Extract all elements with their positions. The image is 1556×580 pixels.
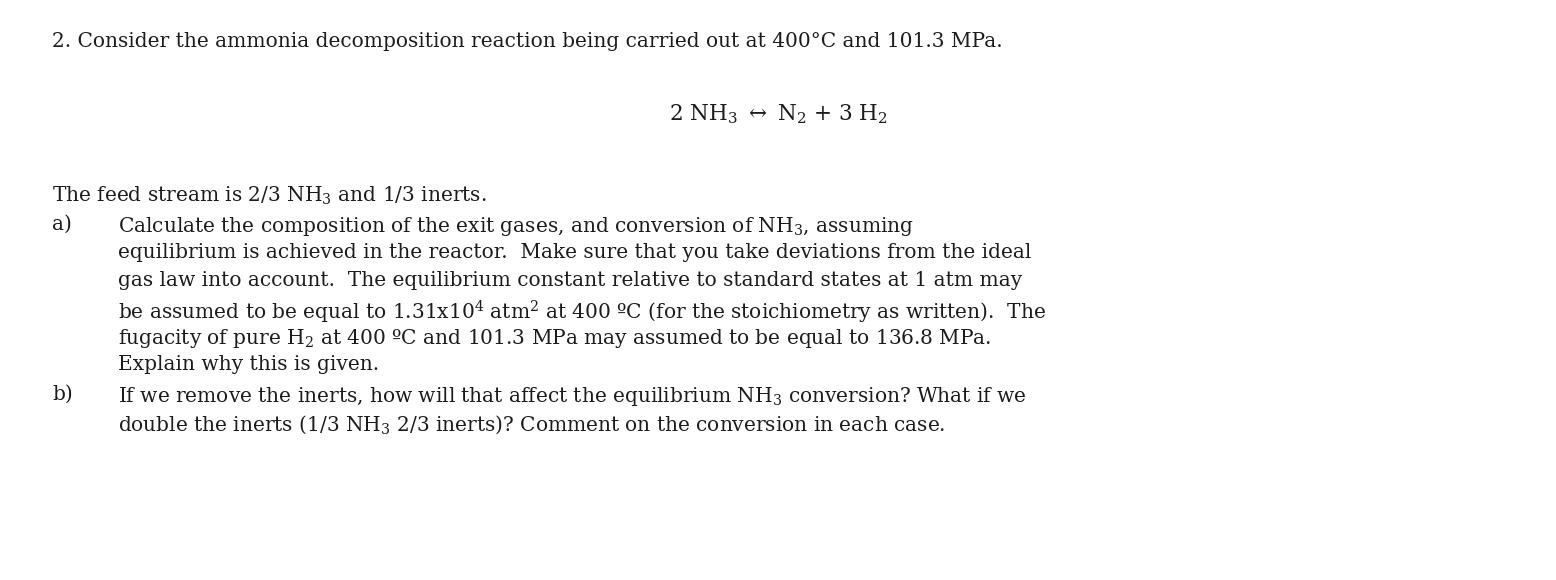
Text: double the inerts (1/3 NH$_3$ 2/3 inerts)? Comment on the conversion in each cas: double the inerts (1/3 NH$_3$ 2/3 inerts… xyxy=(118,413,946,436)
Text: 2. Consider the ammonia decomposition reaction being carried out at 400°C and 10: 2. Consider the ammonia decomposition re… xyxy=(51,32,1002,51)
Text: equilibrium is achieved in the reactor.  Make sure that you take deviations from: equilibrium is achieved in the reactor. … xyxy=(118,243,1032,262)
Text: 2 NH$_3$ $\leftrightarrow$ N$_2$ + 3 H$_2$: 2 NH$_3$ $\leftrightarrow$ N$_2$ + 3 H$_… xyxy=(669,102,887,126)
Text: Calculate the composition of the exit gases, and conversion of NH$_3$, assuming: Calculate the composition of the exit ga… xyxy=(118,215,913,238)
Text: gas law into account.  The equilibrium constant relative to standard states at 1: gas law into account. The equilibrium co… xyxy=(118,271,1022,290)
Text: fugacity of pure H$_2$ at 400 ºC and 101.3 MPa may assumed to be equal to 136.8 : fugacity of pure H$_2$ at 400 ºC and 101… xyxy=(118,327,991,350)
Text: be assumed to be equal to 1.31x10$^4$ atm$^2$ at 400 ºC (for the stoichiometry a: be assumed to be equal to 1.31x10$^4$ at… xyxy=(118,299,1046,326)
Text: Explain why this is given.: Explain why this is given. xyxy=(118,355,380,374)
Text: b): b) xyxy=(51,385,73,404)
Text: a): a) xyxy=(51,215,72,234)
Text: If we remove the inerts, how will that affect the equilibrium NH$_3$ conversion?: If we remove the inerts, how will that a… xyxy=(118,385,1027,408)
Text: The feed stream is 2/3 NH$_3$ and 1/3 inerts.: The feed stream is 2/3 NH$_3$ and 1/3 in… xyxy=(51,185,487,207)
